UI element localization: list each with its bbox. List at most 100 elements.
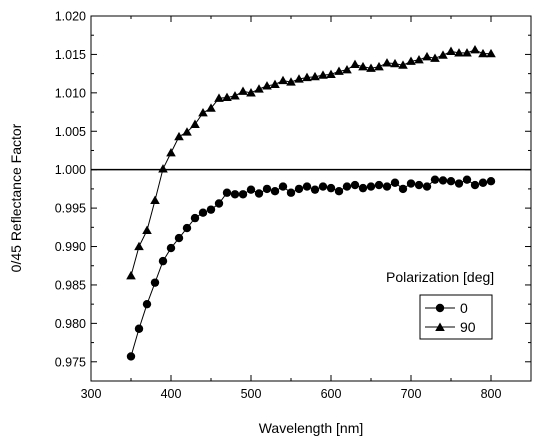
data-point-0 [286, 188, 296, 197]
data-point-0 [166, 243, 176, 253]
data-point-0 [134, 324, 144, 333]
data-point-90 [326, 69, 336, 78]
y-axis-title: 0/45 Reflectance Factor [8, 123, 24, 272]
data-point-0 [126, 352, 136, 361]
data-point-90 [158, 164, 168, 173]
data-point-90 [350, 59, 360, 69]
y-tick-label: 1.010 [55, 86, 86, 100]
data-point-0 [142, 299, 152, 309]
data-point-0 [174, 233, 184, 243]
data-point-0 [294, 184, 304, 194]
data-point-0 [198, 208, 208, 217]
data-point-90 [302, 72, 312, 82]
data-point-0 [318, 182, 328, 191]
data-point-90 [294, 74, 304, 83]
data-point-90 [358, 61, 368, 71]
y-tick-label: 1.020 [55, 10, 86, 24]
data-point-0 [278, 182, 288, 191]
data-point-90 [438, 50, 448, 59]
data-point-0 [430, 175, 440, 184]
x-tick-label: 600 [321, 387, 342, 401]
series-line-0 [130, 179, 492, 357]
data-point-0 [478, 178, 488, 187]
data-point-0 [270, 187, 280, 196]
data-point-90 [462, 48, 472, 57]
x-axis-ticks: 300 400 500 600 700 800 [81, 16, 532, 401]
data-point-90 [246, 88, 256, 97]
data-point-0 [310, 185, 320, 194]
data-point-90 [190, 119, 200, 128]
data-point-0 [246, 185, 256, 194]
data-point-90 [166, 147, 176, 157]
data-point-90 [422, 51, 432, 61]
data-point-0 [190, 213, 200, 223]
data-point-90 [182, 127, 192, 136]
x-tick-label: 300 [81, 387, 102, 401]
data-point-0 [438, 176, 448, 185]
data-point-90 [262, 81, 272, 90]
data-point-90 [198, 108, 208, 117]
data-point-0 [358, 183, 368, 193]
y-tick-label: 0.980 [55, 317, 86, 331]
data-point-0 [422, 182, 432, 191]
x-tick-label: 800 [481, 387, 502, 401]
data-point-90 [454, 48, 464, 57]
data-point-90 [382, 58, 392, 67]
data-point-90 [318, 70, 328, 79]
x-axis-title: Wavelength [nm] [259, 420, 364, 436]
data-point-0 [214, 199, 224, 208]
data-point-90 [334, 66, 344, 75]
y-tick-label: 1.005 [55, 125, 86, 139]
data-point-90 [174, 131, 184, 141]
data-point-0 [222, 188, 232, 197]
data-point-90 [214, 93, 224, 102]
legend-marker-circle [435, 303, 445, 313]
data-point-0 [446, 177, 456, 186]
data-point-0 [158, 256, 168, 266]
y-tick-label: 0.985 [55, 278, 86, 292]
data-point-90 [278, 75, 288, 85]
data-point-90 [478, 48, 488, 58]
legend-label-90: 90 [460, 319, 476, 335]
series-layer [126, 45, 496, 361]
y-tick-label: 0.975 [55, 355, 86, 369]
data-point-90 [254, 84, 264, 93]
data-point-0 [206, 205, 216, 214]
data-point-0 [454, 179, 464, 188]
data-point-0 [366, 182, 376, 191]
data-point-90 [126, 270, 136, 280]
data-point-0 [254, 189, 264, 198]
y-axis-ticks: 0.975 0.980 0.985 0.990 0.995 1.000 1.005 1.010… [55, 10, 531, 369]
data-point-90 [310, 71, 320, 81]
data-point-90 [230, 91, 240, 100]
legend-box [419, 294, 493, 340]
data-point-0 [382, 182, 392, 191]
data-point-0 [470, 180, 480, 190]
data-point-90 [390, 58, 400, 68]
data-point-90 [470, 45, 480, 54]
data-point-90 [270, 79, 280, 88]
data-point-90 [398, 60, 408, 69]
legend-title: Polarization [deg] [386, 269, 494, 285]
data-point-0 [150, 278, 160, 287]
legend: Polarization [deg] 0 90 [386, 269, 494, 340]
series-line-90 [130, 49, 491, 276]
data-point-90 [486, 48, 496, 58]
data-point-90 [134, 241, 144, 251]
data-point-0 [414, 180, 424, 190]
data-point-90 [446, 46, 456, 55]
y-tick-label: 0.990 [55, 240, 86, 254]
data-point-90 [142, 225, 152, 234]
y-tick-label: 1.000 [55, 163, 86, 177]
data-point-0 [262, 184, 272, 194]
data-point-90 [238, 86, 248, 95]
data-point-0 [334, 187, 344, 196]
data-point-90 [374, 61, 384, 71]
data-point-90 [286, 77, 296, 86]
y-tick-label: 0.995 [55, 202, 86, 216]
data-point-0 [238, 190, 248, 199]
data-point-90 [406, 56, 416, 65]
data-point-0 [462, 175, 472, 184]
data-point-0 [406, 179, 416, 188]
